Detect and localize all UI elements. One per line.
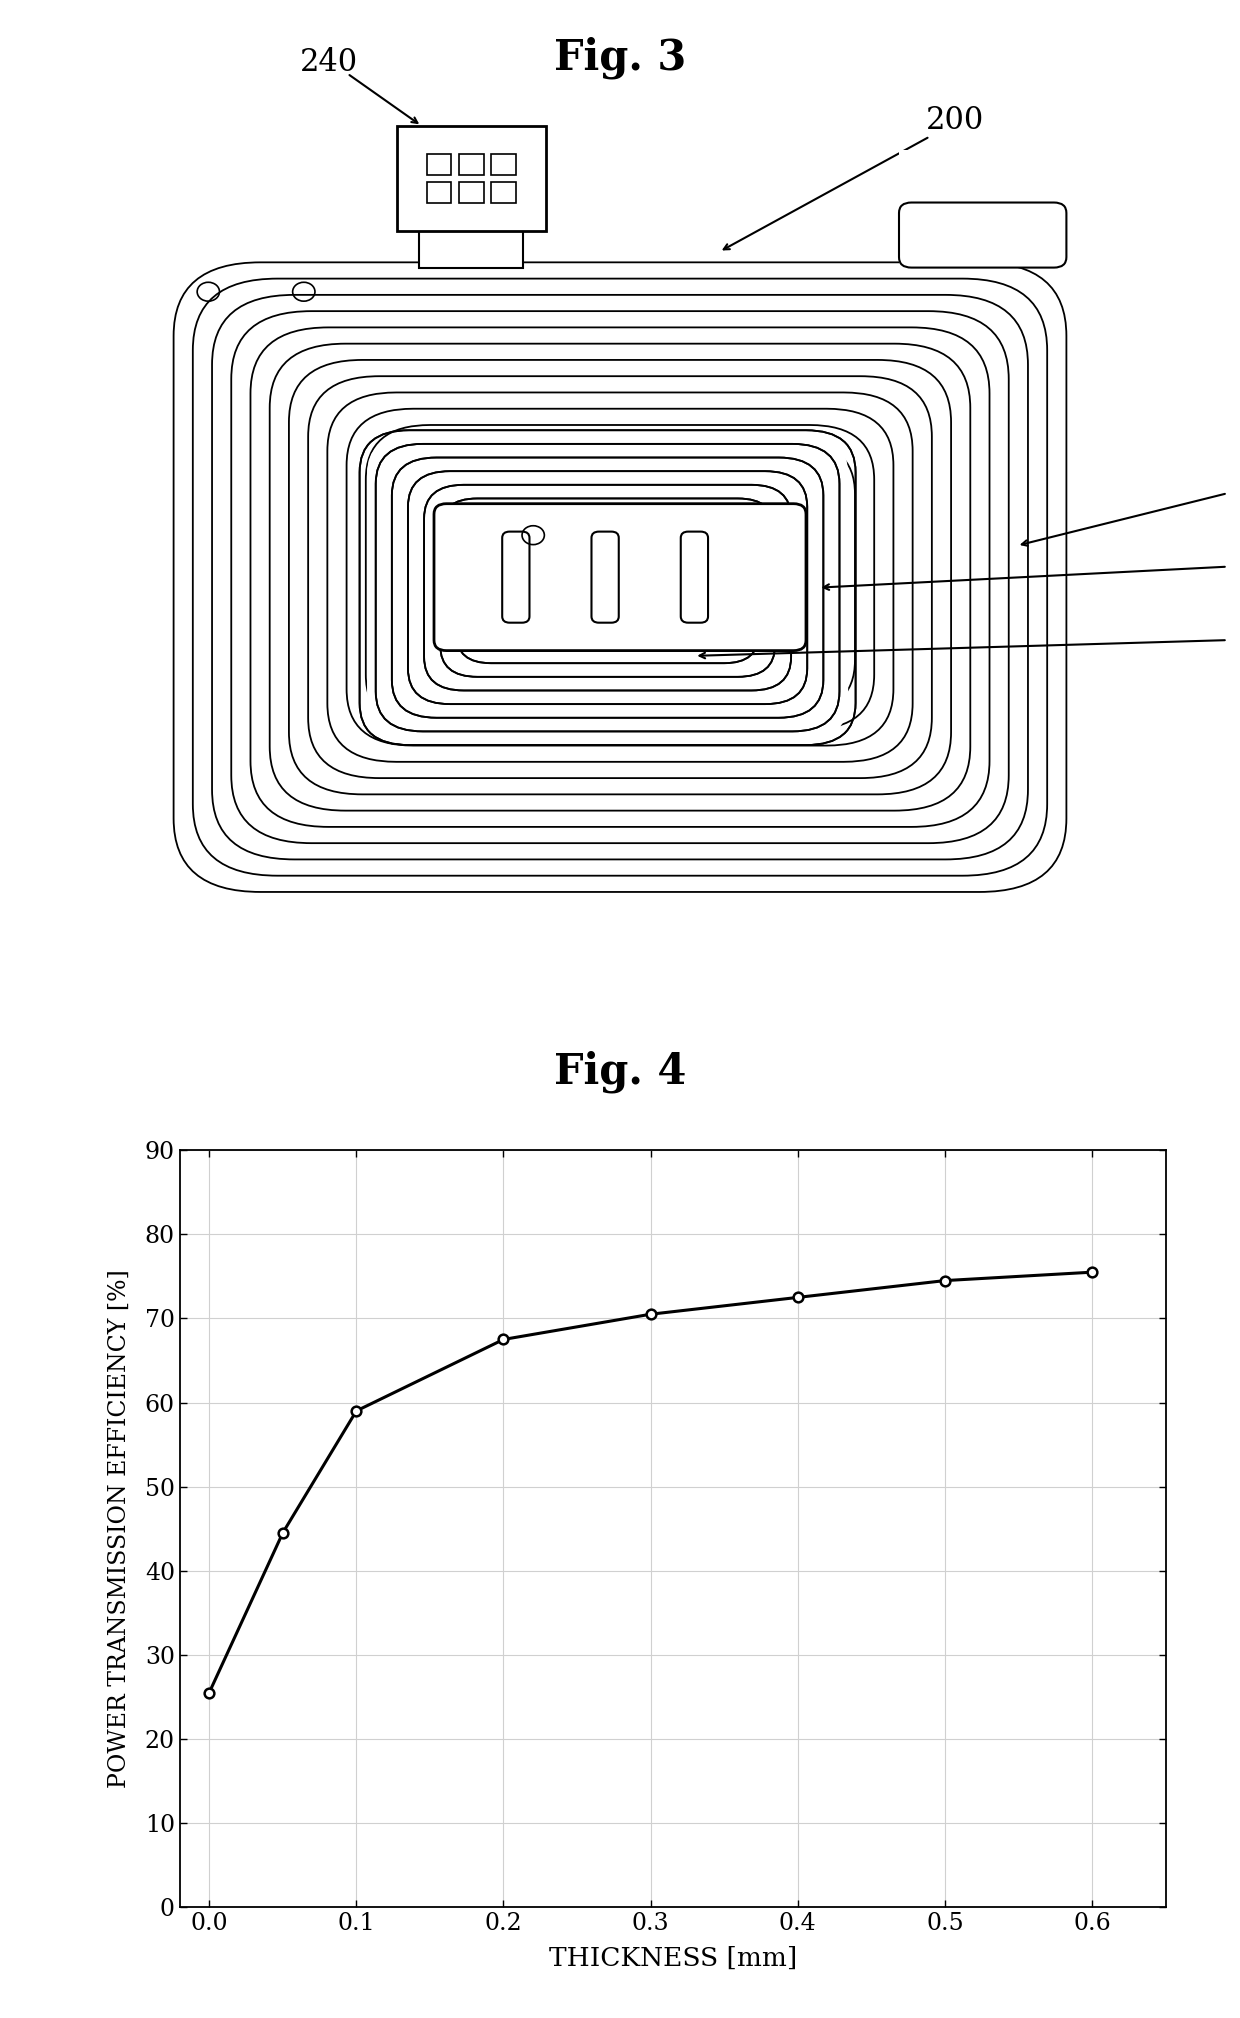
Bar bbox=[459, 153, 484, 176]
Text: Fig. 4: Fig. 4 bbox=[554, 1049, 686, 1094]
FancyBboxPatch shape bbox=[367, 436, 848, 739]
FancyBboxPatch shape bbox=[899, 202, 1066, 268]
Bar bbox=[491, 153, 516, 176]
Bar bbox=[427, 153, 451, 176]
Bar bbox=[397, 125, 546, 230]
Bar bbox=[491, 182, 516, 202]
X-axis label: THICKNESS [mm]: THICKNESS [mm] bbox=[548, 1945, 797, 1972]
FancyBboxPatch shape bbox=[591, 531, 619, 624]
Bar bbox=[899, 149, 1066, 268]
FancyBboxPatch shape bbox=[434, 504, 806, 650]
FancyBboxPatch shape bbox=[681, 531, 708, 624]
Bar bbox=[419, 230, 523, 268]
Text: 200: 200 bbox=[926, 105, 983, 135]
Text: Fig. 3: Fig. 3 bbox=[554, 36, 686, 79]
Bar bbox=[427, 182, 451, 202]
FancyBboxPatch shape bbox=[502, 531, 529, 624]
Bar bbox=[459, 182, 484, 202]
Text: 240: 240 bbox=[300, 48, 357, 79]
Y-axis label: POWER TRANSMISSION EFFICIENCY [%]: POWER TRANSMISSION EFFICIENCY [%] bbox=[108, 1269, 131, 1788]
